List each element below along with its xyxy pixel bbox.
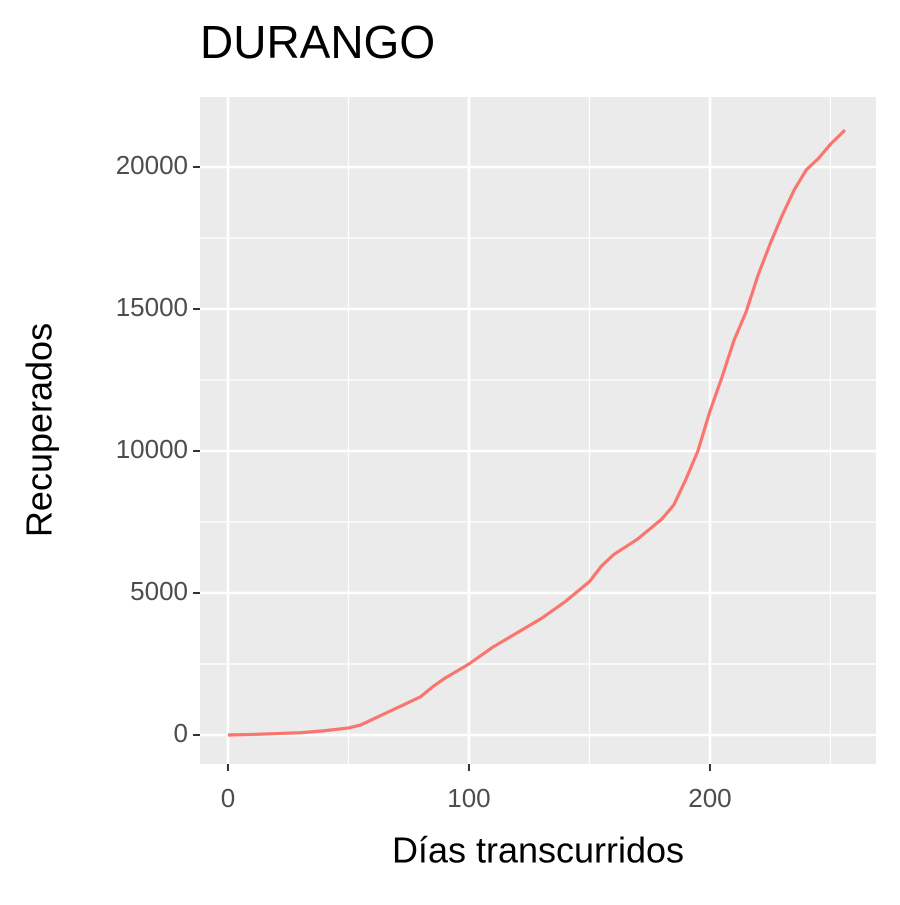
data-line xyxy=(227,128,847,737)
panel xyxy=(200,97,876,764)
x-tick-label: 0 xyxy=(221,783,235,813)
y-tick-label: 0 xyxy=(174,718,188,748)
y-tick-label: 15000 xyxy=(116,292,188,322)
x-tick-label: 100 xyxy=(447,783,490,813)
x-tick-label: 200 xyxy=(688,783,731,813)
y-tick-label: 5000 xyxy=(130,576,188,606)
y-tick-label: 20000 xyxy=(116,150,188,180)
y-axis-label: Recuperados xyxy=(19,323,60,537)
x-axis-label: Días transcurridos xyxy=(392,830,684,871)
chart-title: DURANGO xyxy=(200,16,435,68)
y-tick-label: 10000 xyxy=(116,434,188,464)
